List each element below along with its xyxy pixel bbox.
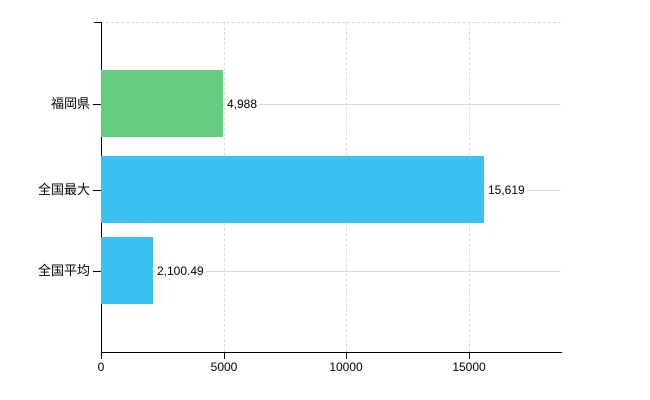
category-axis-tick — [93, 104, 101, 105]
bar — [101, 70, 223, 137]
value-label: 2,100.49 — [155, 264, 206, 278]
bar — [101, 237, 153, 304]
bar — [101, 156, 484, 223]
category-axis-tick — [93, 271, 101, 272]
value-label: 15,619 — [486, 183, 527, 197]
plot-area: 4,988 15,619 2,100.49 — [101, 22, 561, 352]
x-tick-label: 10000 — [329, 360, 363, 374]
category-label: 福岡県 — [50, 96, 90, 111]
x-tick-label: 5000 — [210, 360, 238, 374]
x-axis-tick — [346, 352, 347, 359]
x-axis-line — [101, 352, 562, 353]
category-label: 全国平均 — [37, 263, 90, 278]
value-label: 4,988 — [225, 97, 260, 111]
category-gridline — [101, 104, 561, 105]
category-axis-tick — [93, 190, 101, 191]
x-axis-tick — [469, 352, 470, 359]
x-tick-label: 0 — [97, 360, 105, 374]
y-axis-top-tick — [94, 22, 101, 23]
x-axis-tick — [101, 352, 102, 359]
category-gridline — [101, 271, 561, 272]
x-tick-label: 15000 — [452, 360, 486, 374]
x-axis-tick — [224, 352, 225, 359]
category-label: 全国最大 — [37, 182, 90, 197]
plot-top-border — [101, 22, 561, 23]
